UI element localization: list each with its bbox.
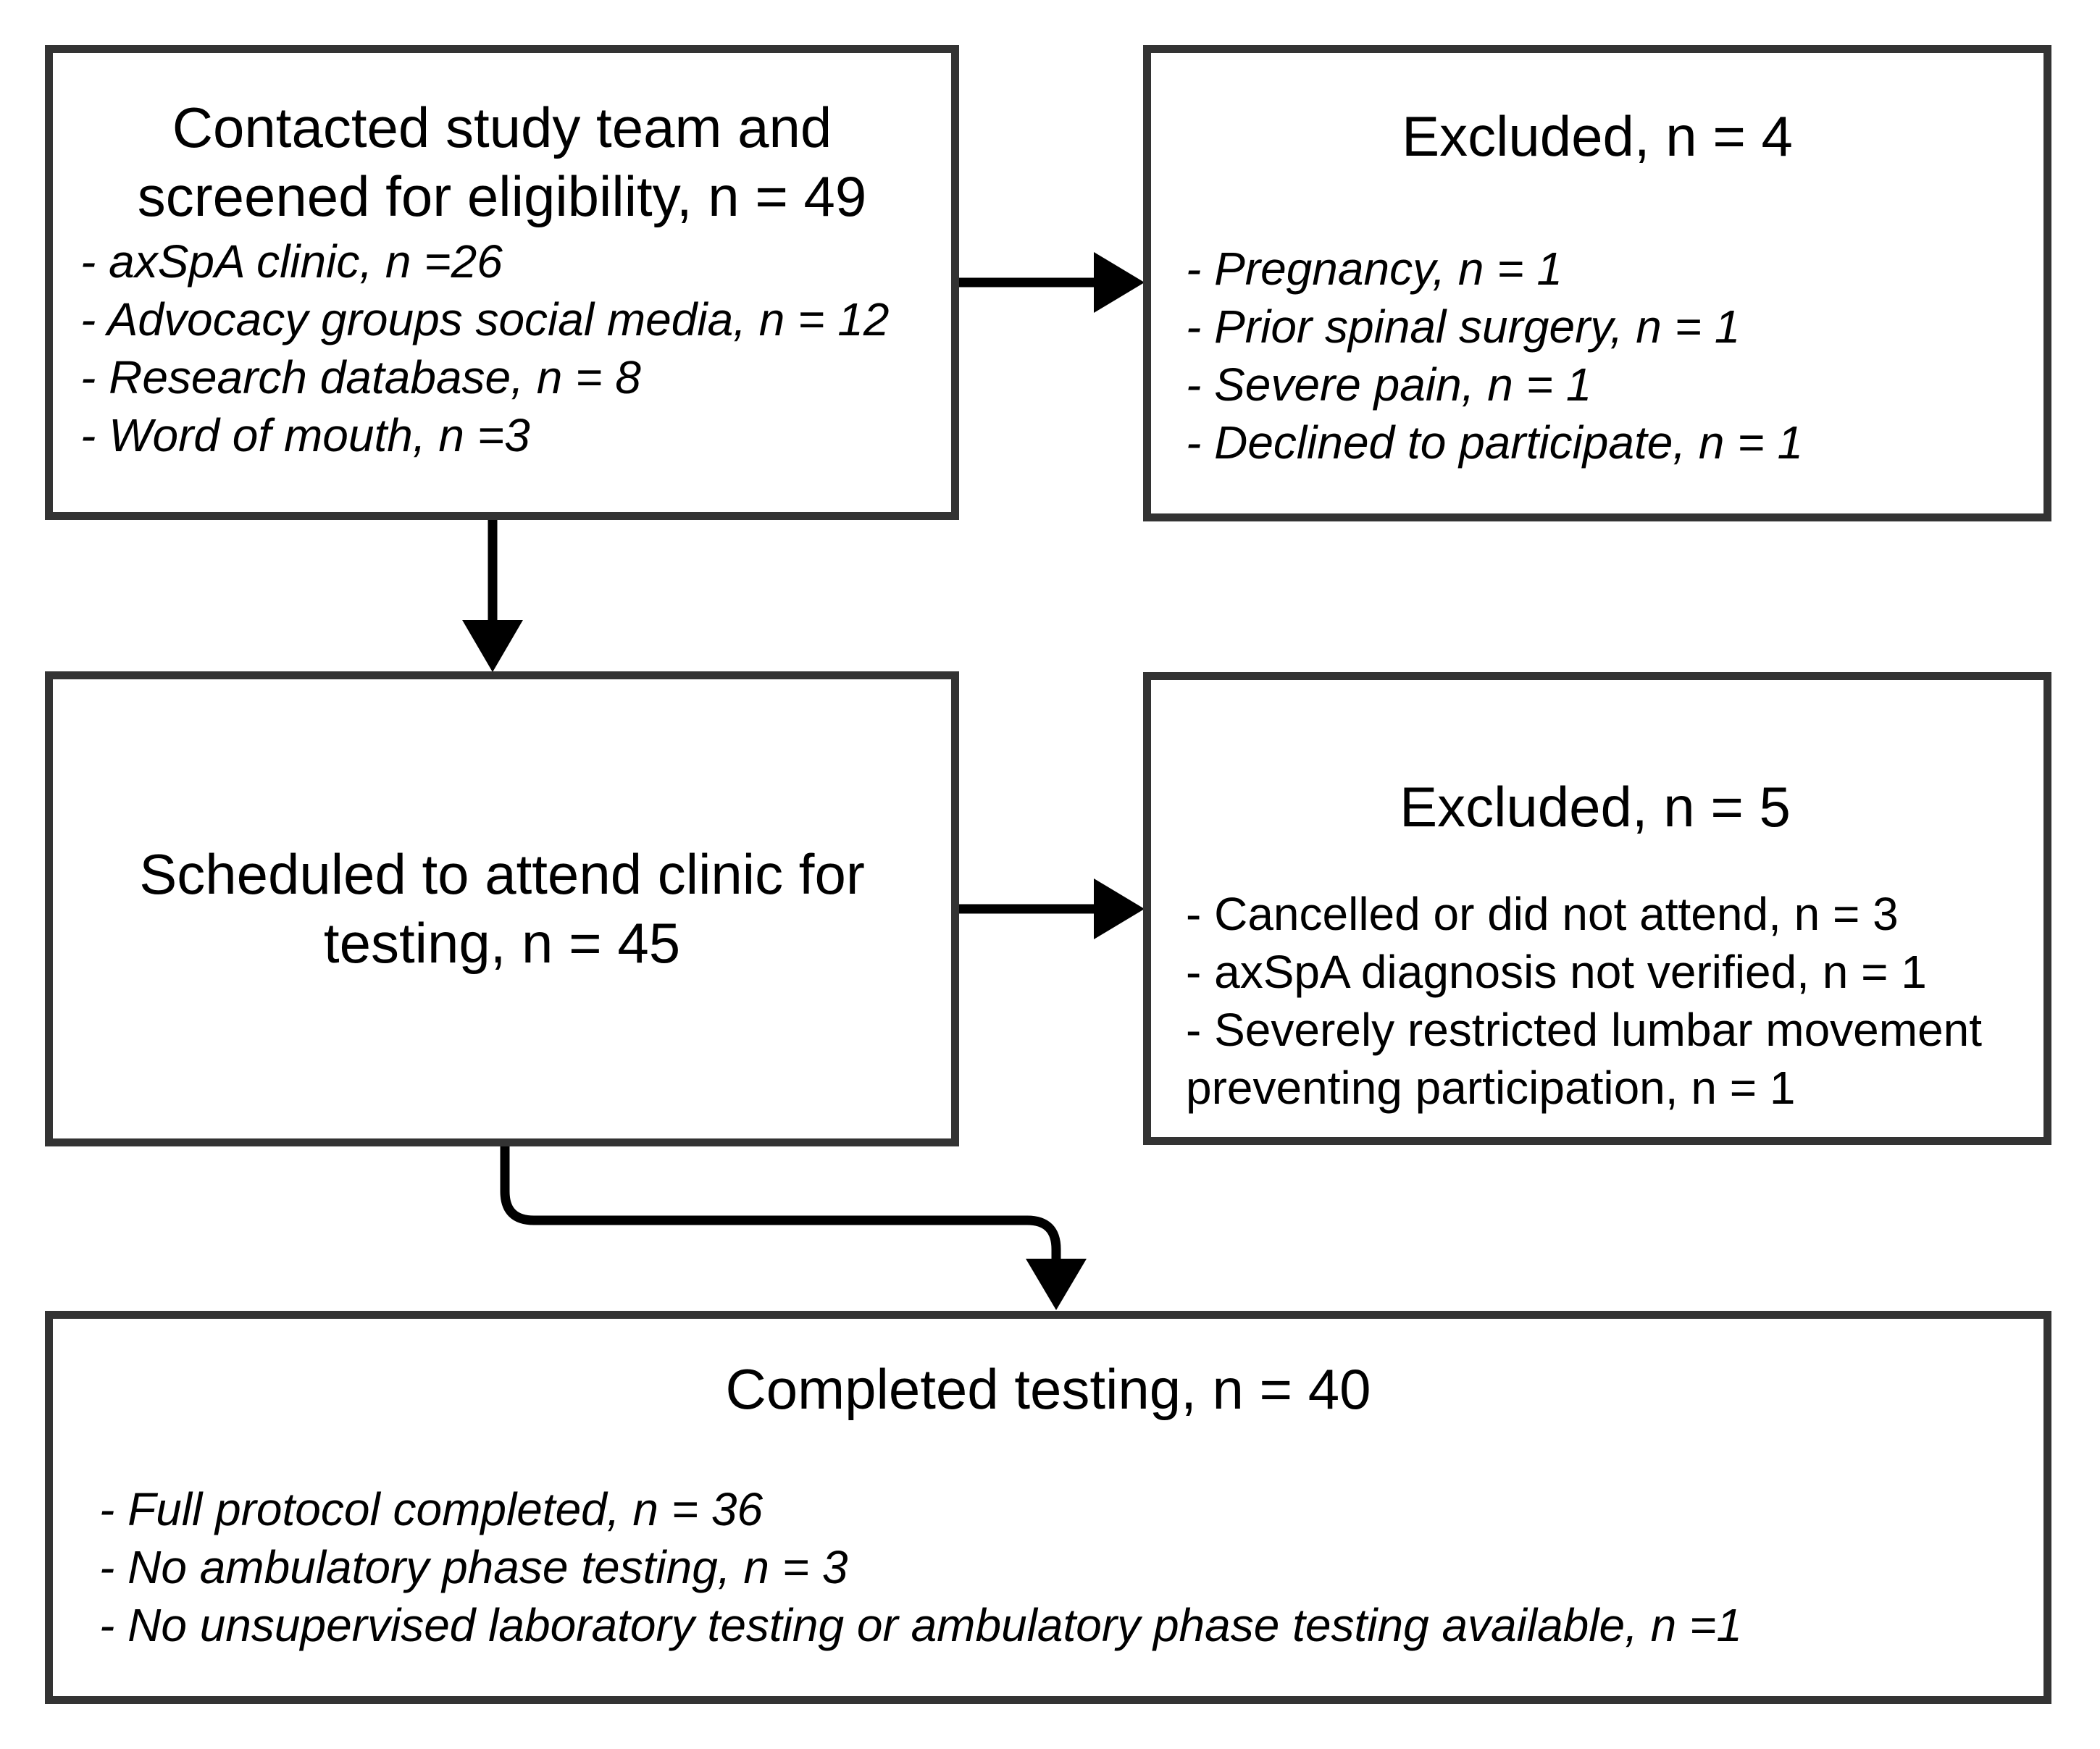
box-screened-for-eligibility: Contacted study team and screened for el… [45, 45, 959, 520]
box-title: Excluded, n = 4 [1402, 104, 1793, 168]
title-line: Scheduled to attend clinic for [139, 842, 865, 906]
title-line: testing, n = 45 [323, 911, 681, 975]
bullet-item: - axSpA clinic, n =26 [80, 235, 503, 288]
arrowhead-right-icon [1094, 878, 1145, 939]
exclusion-reasons-list: - Pregnancy, n = 1 - Prior spinal surgery… [1164, 240, 2030, 471]
completion-details-list: - Full protocol completed, n = 36 - No am… [70, 1480, 2026, 1654]
arrow-scheduled-to-excluded [959, 878, 1145, 939]
box-title: Contacted study team and screened for el… [66, 93, 938, 231]
bullet-item: - Research database, n = 8 [80, 351, 641, 403]
bullet-item: - Prior spinal surgery, n = 1 [1186, 301, 1741, 353]
box-title: Scheduled to attend clinic for testing, … [139, 840, 865, 978]
box-title: Completed testing, n = 40 [725, 1357, 1371, 1421]
bullet-item: - Word of mouth, n =3 [80, 409, 530, 461]
bullet-item: - Severely restricted lumbar movement pr… [1186, 1004, 1983, 1114]
bullet-item: - No ambulatory phase testing, n = 3 [99, 1541, 848, 1593]
arrow-screened-to-excluded [959, 252, 1145, 313]
box-excluded-after-scheduling: Excluded, n = 5 - Cancelled or did not a… [1143, 672, 2051, 1145]
box-title: Excluded, n = 5 [1400, 775, 1791, 839]
bullet-item: - Pregnancy, n = 1 [1186, 243, 1563, 295]
bullet-item: - Declined to participate, n = 1 [1186, 416, 1804, 469]
recruitment-sources-list: - axSpA clinic, n =26- Advocacy groups s… [66, 232, 938, 464]
arrowhead-right-icon [1094, 252, 1145, 313]
bullet-item: - Full protocol completed, n = 36 [99, 1483, 764, 1535]
bullet-item: - No unsupervised laboratory testing or … [99, 1599, 1742, 1651]
bullet-item: - Severe pain, n = 1 [1186, 358, 1592, 411]
arrowhead-down-icon [1026, 1259, 1087, 1310]
box-completed-testing: Completed testing, n = 40 - Full protoco… [45, 1311, 2051, 1704]
box-excluded-at-screening: Excluded, n = 4 - Pregnancy, n = 1 - Prio… [1143, 45, 2051, 521]
bullet-item: - Advocacy groups social media, n = 12 [80, 293, 890, 345]
arrow-screened-to-scheduled [462, 519, 523, 672]
bullet-item: - axSpA diagnosis not verified, n = 1 [1186, 946, 1927, 998]
exclusion-reasons-list: - Cancelled or did not attend, n = 3 - ax… [1164, 885, 2026, 1117]
arrow-scheduled-to-completed [500, 1146, 1087, 1310]
box-scheduled-for-testing: Scheduled to attend clinic for testing, … [45, 671, 959, 1146]
title-line: screened for eligibility, n = 49 [137, 164, 867, 228]
arrowhead-down-icon [462, 620, 523, 672]
title-line: Contacted study team and [172, 96, 832, 159]
bullet-item: - Cancelled or did not attend, n = 3 [1186, 888, 1899, 940]
